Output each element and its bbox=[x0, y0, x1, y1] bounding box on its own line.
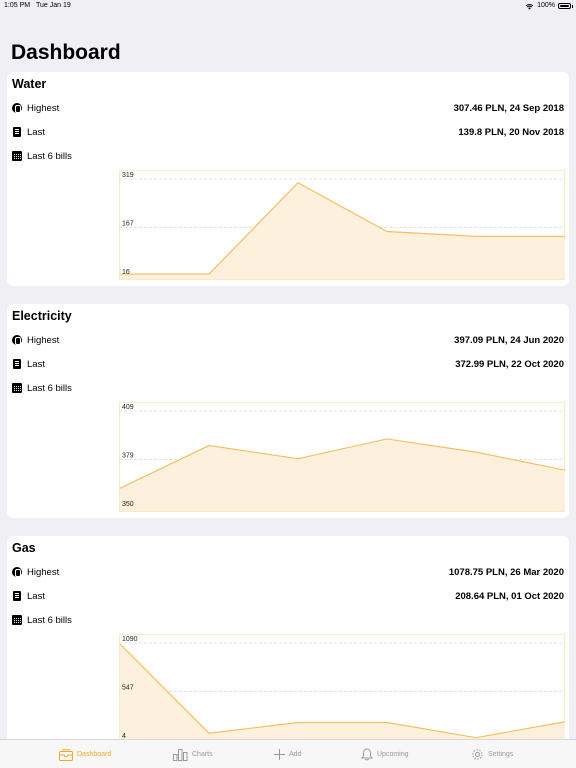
row-label: Last bbox=[27, 358, 45, 370]
row-value: 208.64 PLN, 01 Oct 2020 bbox=[455, 590, 564, 602]
chart-svg: 1090 547 4 bbox=[119, 634, 565, 744]
tab-label: Charts bbox=[192, 751, 213, 758]
coin-icon bbox=[12, 335, 22, 345]
y-tick-label: 167 bbox=[122, 221, 134, 228]
chart-svg: 319 167 16 bbox=[119, 170, 565, 280]
row-highest: Highest 1078.75 PLN, 26 Mar 2020 bbox=[12, 565, 564, 579]
card-title: Electricity bbox=[12, 309, 72, 323]
card-electricity: Electricity Highest 397.09 PLN, 24 Jun 2… bbox=[7, 304, 569, 518]
chart-line bbox=[119, 438, 565, 489]
receipt-icon bbox=[13, 359, 21, 369]
y-tick-label: 16 bbox=[122, 269, 130, 276]
chart-area bbox=[120, 438, 565, 511]
y-tick-label: 319 bbox=[122, 172, 134, 179]
row-value: 307.46 PLN, 24 Sep 2018 bbox=[453, 102, 564, 114]
row-label: Last 6 bills bbox=[27, 150, 72, 162]
card-gas: Gas Highest 1078.75 PLN, 26 Mar 2020 Las… bbox=[7, 536, 569, 746]
y-tick-label: 379 bbox=[122, 453, 134, 460]
status-bar: 1:05 PM Tue Jan 19 100% bbox=[0, 0, 576, 12]
row-label: Last 6 bills bbox=[27, 614, 72, 626]
row-last: Last 372.99 PLN, 22 Oct 2020 bbox=[12, 357, 564, 371]
row-value: 397.09 PLN, 24 Jun 2020 bbox=[454, 334, 564, 346]
tab-upcoming[interactable]: Upcoming bbox=[361, 740, 409, 768]
chart-line bbox=[120, 181, 565, 275]
bell-icon bbox=[361, 748, 373, 761]
row-last-6-bills: Last 6 bills bbox=[12, 613, 564, 627]
chart-svg: 409 379 350 bbox=[119, 402, 565, 512]
row-value: 372.99 PLN, 22 Oct 2020 bbox=[455, 358, 564, 370]
battery-percent: 100% bbox=[537, 2, 555, 9]
row-value: 139.8 PLN, 20 Nov 2018 bbox=[458, 126, 564, 138]
y-tick-label: 4 bbox=[122, 733, 126, 740]
status-time: 1:05 PM bbox=[4, 2, 31, 9]
tab-dashboard[interactable]: Dashboard bbox=[59, 740, 111, 768]
row-label: Highest bbox=[27, 566, 60, 578]
row-last-6-bills: Last 6 bills bbox=[12, 381, 564, 395]
row-last: Last 139.8 PLN, 20 Nov 2018 bbox=[12, 125, 564, 139]
status-date: Tue Jan 19 bbox=[36, 2, 71, 9]
electricity-chart: 409 379 350 bbox=[119, 402, 565, 512]
coin-icon bbox=[12, 567, 22, 577]
row-last: Last 208.64 PLN, 01 Oct 2020 bbox=[12, 589, 564, 603]
row-label: Last 6 bills bbox=[27, 382, 72, 394]
coin-icon bbox=[12, 103, 22, 113]
wifi-icon bbox=[525, 3, 534, 10]
status-right: 100% bbox=[525, 0, 573, 12]
tab-settings[interactable]: Settings bbox=[471, 740, 513, 768]
row-last-6-bills: Last 6 bills bbox=[12, 149, 564, 163]
dashboard-icon bbox=[59, 748, 73, 761]
tab-bar: Dashboard Charts Add Upcoming Settings bbox=[0, 739, 576, 768]
gas-chart: 1090 547 4 bbox=[119, 634, 565, 744]
row-value: 1078.75 PLN, 26 Mar 2020 bbox=[448, 566, 564, 578]
calendar-icon bbox=[12, 615, 22, 625]
card-water: Water Highest 307.46 PLN, 24 Sep 2018 La… bbox=[7, 72, 569, 286]
add-icon bbox=[274, 749, 285, 760]
chart-area bbox=[120, 644, 565, 743]
battery-icon bbox=[558, 3, 573, 9]
water-chart: 319 167 16 bbox=[119, 170, 565, 280]
page-title: Dashboard bbox=[11, 41, 121, 64]
card-title: Gas bbox=[12, 541, 36, 555]
receipt-icon bbox=[13, 127, 21, 137]
y-tick-label: 547 bbox=[122, 685, 134, 692]
row-highest: Highest 307.46 PLN, 24 Sep 2018 bbox=[12, 101, 564, 115]
receipt-icon bbox=[13, 591, 21, 601]
row-label: Last bbox=[27, 126, 45, 138]
y-tick-label: 350 bbox=[122, 501, 134, 508]
calendar-icon bbox=[12, 151, 22, 161]
row-highest: Highest 397.09 PLN, 24 Jun 2020 bbox=[12, 333, 564, 347]
y-tick-label: 409 bbox=[122, 404, 134, 411]
chart-area bbox=[120, 182, 565, 279]
row-label: Highest bbox=[27, 334, 60, 346]
chart-frame bbox=[119, 402, 565, 512]
calendar-icon bbox=[12, 383, 22, 393]
tab-label: Upcoming bbox=[377, 751, 409, 758]
tab-add[interactable]: Add bbox=[274, 740, 301, 768]
row-label: Highest bbox=[27, 102, 60, 114]
tab-label: Dashboard bbox=[77, 751, 112, 758]
card-title: Water bbox=[12, 77, 47, 91]
y-tick-label: 1090 bbox=[122, 636, 138, 643]
tab-label: Settings bbox=[488, 751, 514, 758]
charts-icon bbox=[173, 748, 188, 761]
chart-frame bbox=[119, 170, 565, 280]
row-label: Last bbox=[27, 590, 45, 602]
chart-line bbox=[119, 643, 565, 739]
tab-charts[interactable]: Charts bbox=[173, 740, 213, 768]
tab-label: Add bbox=[289, 751, 302, 758]
gear-icon bbox=[472, 749, 483, 760]
